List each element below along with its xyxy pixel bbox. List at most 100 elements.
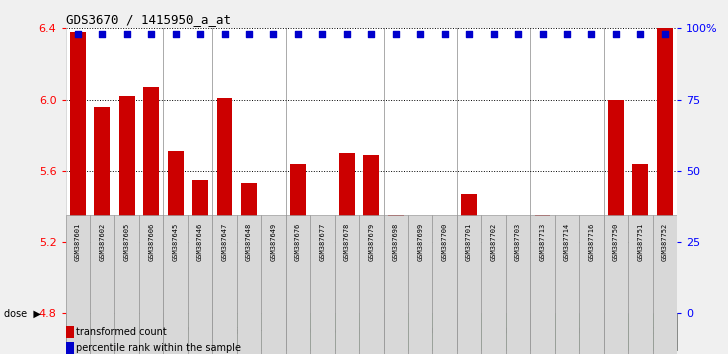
Point xyxy=(463,31,475,36)
Point xyxy=(243,31,255,36)
Text: 0 mM HOCl: 0 mM HOCl xyxy=(89,327,140,336)
Text: GSM387703: GSM387703 xyxy=(515,223,521,262)
Bar xyxy=(339,153,355,313)
Point xyxy=(537,31,548,36)
Text: GSM387605: GSM387605 xyxy=(124,223,130,262)
Bar xyxy=(285,313,384,350)
Bar xyxy=(261,215,285,354)
Bar xyxy=(359,215,384,354)
Bar xyxy=(314,240,331,313)
Bar xyxy=(657,28,673,313)
Bar xyxy=(579,215,604,354)
Bar xyxy=(70,32,86,313)
Bar xyxy=(163,313,213,350)
Bar xyxy=(457,313,530,350)
Bar xyxy=(457,215,481,354)
Bar xyxy=(213,313,285,350)
Point xyxy=(72,31,84,36)
Bar xyxy=(241,183,257,313)
Bar xyxy=(388,215,404,313)
Point xyxy=(635,31,646,36)
Text: 3.5 mM HOCl: 3.5 mM HOCl xyxy=(615,327,665,336)
Bar xyxy=(457,28,530,313)
Text: GSM387601: GSM387601 xyxy=(75,223,81,262)
Point xyxy=(561,31,573,36)
Text: GSM387700: GSM387700 xyxy=(442,223,448,262)
Point xyxy=(317,31,328,36)
Point xyxy=(414,31,426,36)
Text: GSM387606: GSM387606 xyxy=(148,223,154,262)
Point xyxy=(659,31,670,36)
Bar xyxy=(510,228,526,313)
Point xyxy=(390,31,402,36)
Point xyxy=(341,31,352,36)
Bar xyxy=(583,232,599,313)
Text: GSM387750: GSM387750 xyxy=(613,223,619,262)
Text: GSM387677: GSM387677 xyxy=(320,223,325,262)
Bar xyxy=(559,224,575,313)
Text: 2.1 mM HOCl: 2.1 mM HOCl xyxy=(469,327,518,336)
Bar xyxy=(188,215,213,354)
Point xyxy=(96,31,108,36)
Bar xyxy=(506,215,530,354)
Text: GSM387676: GSM387676 xyxy=(295,223,301,262)
Text: GSM387714: GSM387714 xyxy=(564,223,570,262)
Bar xyxy=(604,215,628,354)
Bar xyxy=(384,28,457,313)
Text: GSM387751: GSM387751 xyxy=(637,223,644,262)
Bar xyxy=(481,215,506,354)
Bar xyxy=(412,235,428,313)
Text: GSM387702: GSM387702 xyxy=(491,223,496,262)
Text: transformed count: transformed count xyxy=(76,327,167,337)
Bar xyxy=(530,313,604,350)
Bar xyxy=(90,215,114,354)
Text: GSM387645: GSM387645 xyxy=(173,223,178,262)
Text: dose  ▶: dose ▶ xyxy=(4,308,41,318)
Bar xyxy=(213,215,237,354)
Text: GSM387646: GSM387646 xyxy=(197,223,203,262)
Bar xyxy=(139,215,163,354)
Text: 0.35 mM HOCl: 0.35 mM HOCl xyxy=(221,327,277,336)
Bar xyxy=(555,215,579,354)
Point xyxy=(268,31,280,36)
Point xyxy=(146,31,157,36)
Bar xyxy=(114,215,139,354)
Bar xyxy=(530,28,604,313)
Text: GSM387752: GSM387752 xyxy=(662,223,668,262)
Bar xyxy=(335,215,359,354)
Bar xyxy=(143,87,159,313)
Text: 1.4 mM HOCl: 1.4 mM HOCl xyxy=(395,327,445,336)
Text: 2.8 mM HOCl: 2.8 mM HOCl xyxy=(542,327,592,336)
Text: GSM387701: GSM387701 xyxy=(466,223,472,262)
Bar xyxy=(163,215,188,354)
Bar xyxy=(384,313,457,350)
Point xyxy=(218,31,230,36)
Bar xyxy=(608,99,624,313)
Text: GDS3670 / 1415950_a_at: GDS3670 / 1415950_a_at xyxy=(66,13,231,26)
Bar xyxy=(604,28,677,313)
Text: GSM387679: GSM387679 xyxy=(368,223,374,262)
Text: 0.7 mM HOCl: 0.7 mM HOCl xyxy=(309,327,360,336)
Bar xyxy=(66,313,163,350)
Bar xyxy=(534,215,550,313)
Point xyxy=(292,31,304,36)
Text: GSM387647: GSM387647 xyxy=(221,223,228,262)
Bar xyxy=(461,194,477,313)
Bar xyxy=(167,151,183,313)
Bar xyxy=(408,215,432,354)
Bar xyxy=(285,28,384,313)
Bar xyxy=(363,155,379,313)
Point xyxy=(365,31,377,36)
Point xyxy=(121,31,132,36)
Point xyxy=(610,31,622,36)
Text: GSM387648: GSM387648 xyxy=(246,223,252,262)
Point xyxy=(170,31,181,36)
Text: percentile rank within the sample: percentile rank within the sample xyxy=(76,343,242,353)
Point xyxy=(488,31,499,36)
Bar xyxy=(213,28,285,313)
Bar xyxy=(285,215,310,354)
Bar xyxy=(119,96,135,313)
Point xyxy=(585,31,597,36)
Bar xyxy=(633,164,649,313)
Text: GSM387716: GSM387716 xyxy=(588,223,595,262)
